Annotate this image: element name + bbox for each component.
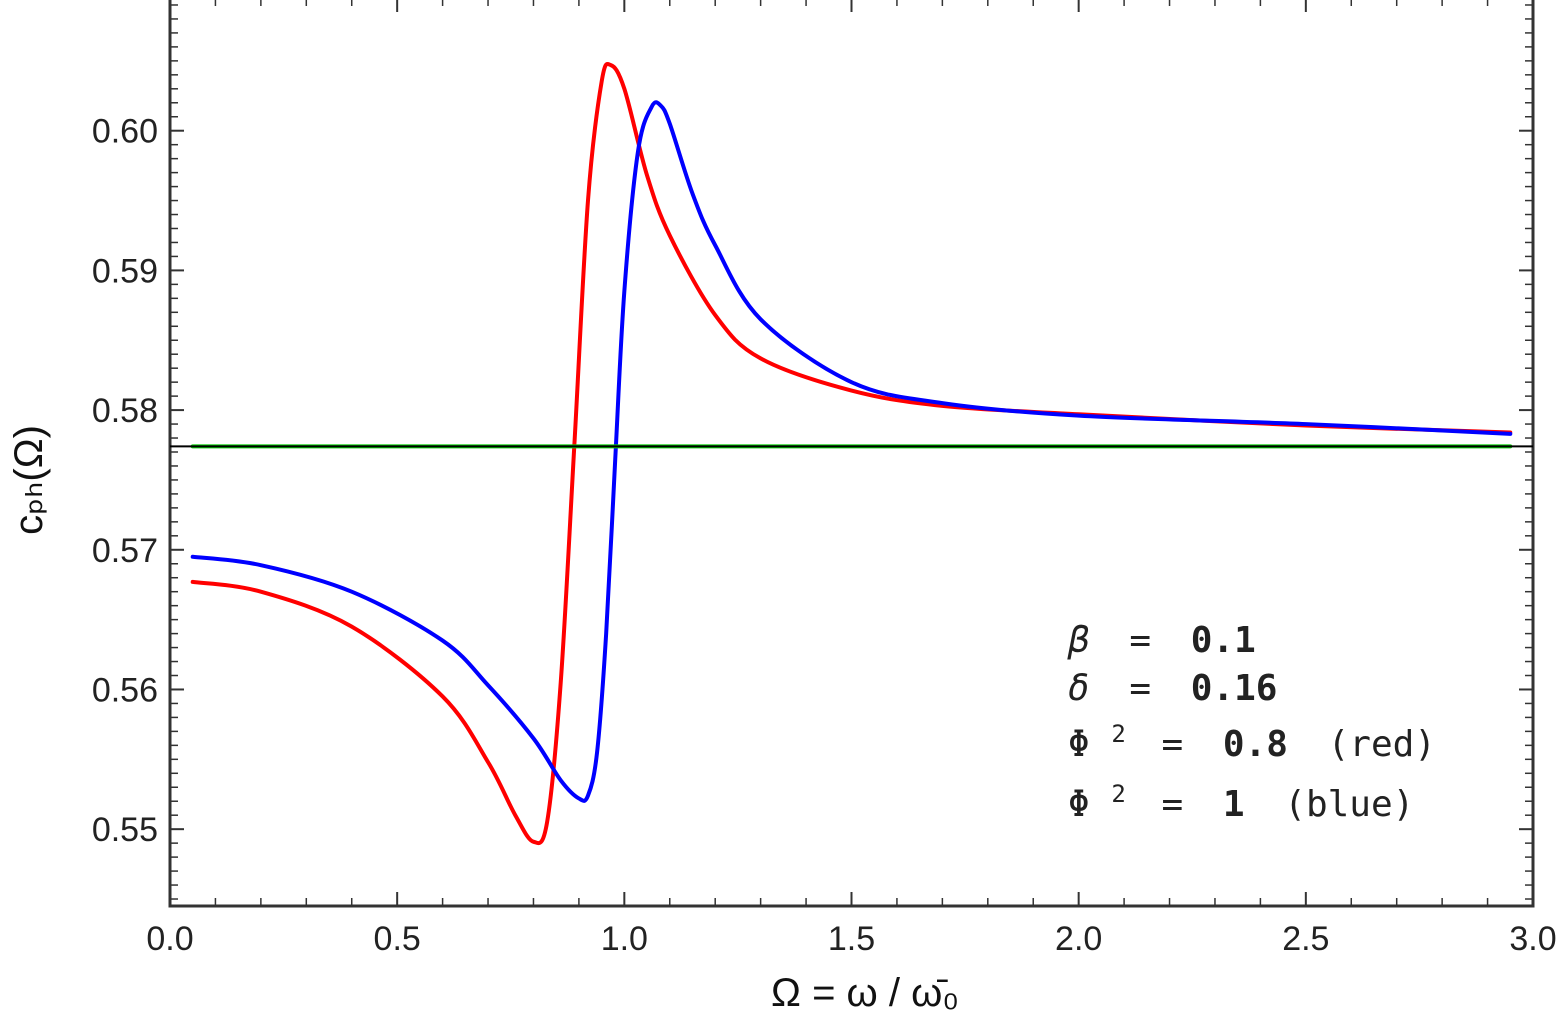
series-group [170,61,1533,846]
y-tick-label: 0.59 [92,252,158,290]
y-tick-label: 0.57 [92,532,158,570]
x-tick-label: 1.0 [601,920,648,958]
x-axis-title: Ω = ω / ω̄₀ [771,971,959,1015]
x-tick-label: 0.5 [374,920,421,958]
x-tick-label: 1.5 [828,920,875,958]
annotation-phi-red: Φ 2 = 0.8 (red) [1068,710,1436,765]
y-tick-label: 0.55 [92,811,158,849]
y-tick-label: 0.60 [92,113,158,151]
x-tick-label: 2.5 [1282,920,1329,958]
x-tick-label: 3.0 [1509,920,1556,958]
series-red-line [190,61,1513,846]
y-axis-title: cₚₕ(Ω) [7,425,51,535]
plot-frame [168,0,1535,908]
annotation-beta: β = 0.1 [1067,620,1256,661]
x-tick-label: 2.0 [1055,920,1102,958]
x-tick-label: 0.0 [146,920,193,958]
legend-annotations: β = 0.1 δ = 0.16 Φ 2 = 0.8 (red) Φ 2 = 1… [1067,620,1436,825]
axis-ticks [169,0,1534,906]
y-tick-label: 0.58 [92,392,158,430]
annotation-delta: δ = 0.16 [1068,668,1277,709]
y-tick-label: 0.56 [92,671,158,709]
series-blue-line [190,100,1513,803]
annotation-phi-blue: Φ 2 = 1 (blue) [1068,770,1414,825]
tick-labels: 0.0 0.5 1.0 1.5 2.0 2.5 3.0 0.55 0.56 0.57 0.58 0.5… [92,113,1557,958]
